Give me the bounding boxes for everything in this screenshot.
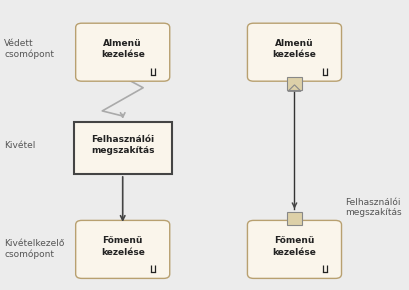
Text: Felhasználói
megszakítás: Felhasználói megszakítás [346,198,402,217]
FancyBboxPatch shape [247,23,342,81]
Text: Főmenü
kezelése: Főmenü kezelése [272,236,317,257]
FancyBboxPatch shape [74,122,172,174]
Bar [287,77,302,90]
FancyBboxPatch shape [247,220,342,278]
Text: Főmenü
kezelése: Főmenü kezelése [101,236,145,257]
FancyBboxPatch shape [76,23,170,81]
Text: Kivételkezelő
csomópont: Kivételkezelő csomópont [4,240,65,259]
Text: Védett
csomópont: Védett csomópont [4,39,54,59]
Text: Almenü
kezelése: Almenü kezelése [272,39,317,59]
Bar [287,212,302,225]
Text: Felhasználói
megszakítás: Felhasználói megszakítás [91,135,155,155]
FancyBboxPatch shape [76,220,170,278]
Text: Almenü
kezelése: Almenü kezelése [101,39,145,59]
Text: Kivétel: Kivétel [4,140,36,150]
